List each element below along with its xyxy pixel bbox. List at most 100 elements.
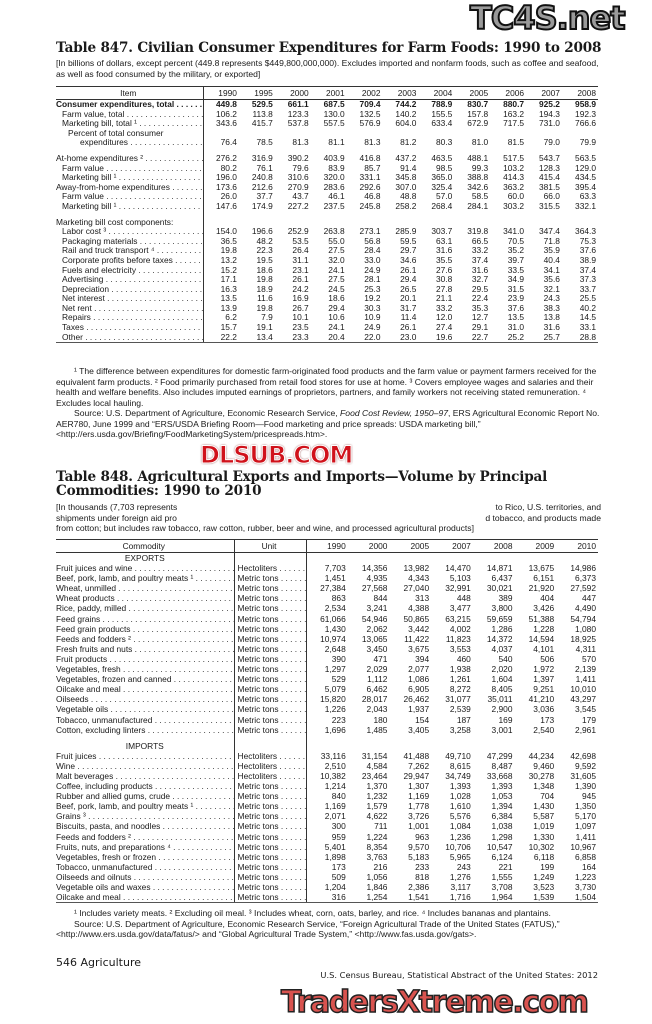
watermark-top-logo: TC4S.net: [469, 0, 627, 37]
cell-value: 1,097: [575, 821, 596, 832]
unit-text: Metric tons: [238, 852, 306, 862]
table-row: Wheat products Metric tons 863 844 313 448 389…: [56, 593, 598, 604]
table-row: Depreciation 16.3 18.9 24.2 24.5 25.3 26.5 27.8…: [56, 284, 598, 295]
cell-value: 292.6: [359, 182, 381, 192]
unit-label: Metric tons: [234, 811, 307, 822]
cell-value: 25.3: [364, 284, 381, 294]
cell-value: 25.5: [579, 294, 596, 304]
cell-value: 270.9: [287, 182, 309, 192]
cell-value: 6,905: [408, 684, 430, 695]
cell-value: 81.3: [364, 138, 381, 148]
row-label: Rail and truck transport ⁴: [56, 246, 204, 256]
cell-value: 10,010: [570, 684, 596, 695]
cell-value: 32.7: [471, 275, 489, 285]
cell-value: 437.2: [395, 153, 417, 163]
cell-value: 243: [456, 861, 471, 872]
cell-value: [562, 129, 598, 139]
cell-value: 22.7: [454, 332, 491, 344]
source-prefix: Source: U.S. Department of Agriculture, …: [74, 408, 341, 418]
cell-value: 35.6: [543, 275, 560, 285]
table-row: Cotton, excluding linters Metric tons 1,69…: [56, 724, 598, 735]
cell-value: 35.3: [471, 303, 489, 313]
cell-value: 1,938: [449, 664, 471, 675]
commodity-label: Oilcake and meal: [56, 892, 235, 904]
table-848-title: Table 848. Agricultural Exports and Impo…: [56, 470, 547, 498]
unit-text: Metric tons: [238, 842, 306, 852]
cell-value: 10.9: [364, 313, 381, 323]
cell-value: 37.4: [579, 265, 596, 275]
cell-value: 1,604: [491, 674, 513, 685]
commodity-label: Feed grain products: [56, 623, 235, 634]
cell-value: 20.4: [310, 332, 347, 344]
cell-value: 316: [306, 892, 348, 904]
table-row: Tobacco, unmanufactured Metric tons 173 216…: [56, 861, 598, 872]
cell-value: 1,028: [449, 791, 471, 802]
empty-cell: [431, 553, 473, 564]
unit-label: Metric tons: [234, 633, 307, 644]
table-row: Marketing bill cost components:: [56, 217, 598, 228]
spacer-cell: [56, 211, 204, 218]
cell-value: 395.4: [575, 182, 596, 192]
commodity-label: Feeds and fodders ²: [56, 633, 235, 644]
cell-value: 34.6: [400, 255, 417, 265]
row-label: expenditures: [56, 138, 204, 148]
unit-text: Metric tons: [238, 882, 306, 892]
cell-value: 18.9: [256, 284, 273, 294]
cell-value: 24.1: [328, 323, 345, 333]
cell-value: 48.8: [400, 192, 417, 202]
commodity-text: Vegetable oils: [56, 704, 233, 714]
row-label-text: Farm value: [62, 164, 202, 174]
cell-value: 307.0: [395, 182, 417, 192]
commodity-text: Beef, pork, lamb, and poultry meats ¹: [56, 801, 233, 811]
cell-value: 1,610: [449, 801, 471, 812]
unit-text: Hectoliters: [238, 761, 306, 771]
cell-value: 959: [331, 831, 346, 842]
cell-value: [275, 218, 311, 228]
cell-value: 164: [582, 861, 596, 872]
cell-value: 285.9: [395, 227, 417, 237]
cell-value: 363.2: [503, 182, 525, 192]
commodity-label: Vegetables, fresh or frozen: [56, 851, 235, 862]
row-label: At-home expenditures ²: [56, 153, 204, 164]
cell-value: 570: [582, 653, 596, 664]
cell-value: 6,437: [491, 573, 513, 584]
table-row: Rubber and allied gums, crude Metric tons…: [56, 791, 598, 802]
unit-text: Metric tons: [238, 634, 306, 644]
commodity-text: Rubber and allied gums, crude: [56, 791, 233, 801]
intro-fragment: [In thousands (7,703 represents: [56, 502, 178, 512]
commodity-label: Coffee, including products: [56, 781, 235, 792]
column-header: 2003: [382, 86, 419, 100]
cell-value: [526, 218, 562, 228]
cell-value: 33,116: [320, 750, 346, 761]
cell-value: 1,084: [449, 821, 471, 832]
cell-value: 79.6: [292, 163, 309, 173]
cell-value: [203, 218, 239, 228]
cell-value: 347.4: [538, 227, 560, 237]
intro-fragment: to Rico, U.S. territories, and: [495, 502, 601, 512]
cell-value: 63.1: [435, 236, 453, 246]
cell-value: 529: [331, 674, 346, 685]
cell-value: 332.1: [575, 201, 596, 211]
commodity-label: Fresh fruits and nuts: [56, 643, 235, 654]
cell-value: 6,151: [533, 573, 555, 584]
commodity-text: Coffee, including products: [56, 781, 233, 791]
cell-value: 13,065: [361, 633, 388, 644]
cell-value: 1,451: [324, 573, 346, 584]
cell-value: 13.5: [220, 294, 237, 304]
row-label-text: Consumer expenditures, total: [56, 100, 202, 110]
cell-value: 81.2: [400, 138, 417, 148]
cell-value: 463.5: [431, 153, 453, 163]
cell-value: 19.1: [256, 323, 273, 333]
unit-label: Metric tons: [234, 791, 307, 802]
cell-value: 1,696: [324, 724, 346, 735]
cell-value: 76.4: [220, 138, 237, 148]
empty-cell: [515, 553, 557, 564]
row-label: Marketing bill ¹: [56, 201, 204, 212]
column-header: Item: [56, 86, 204, 100]
commodity-text: Oilcake and meal: [56, 892, 233, 902]
unit-text: Metric tons: [238, 872, 306, 882]
cell-value: 2,540: [533, 724, 555, 735]
cell-value: 11,823: [445, 633, 471, 644]
cell-value: 49,710: [445, 750, 471, 761]
cell-value: 14,594: [528, 633, 555, 644]
